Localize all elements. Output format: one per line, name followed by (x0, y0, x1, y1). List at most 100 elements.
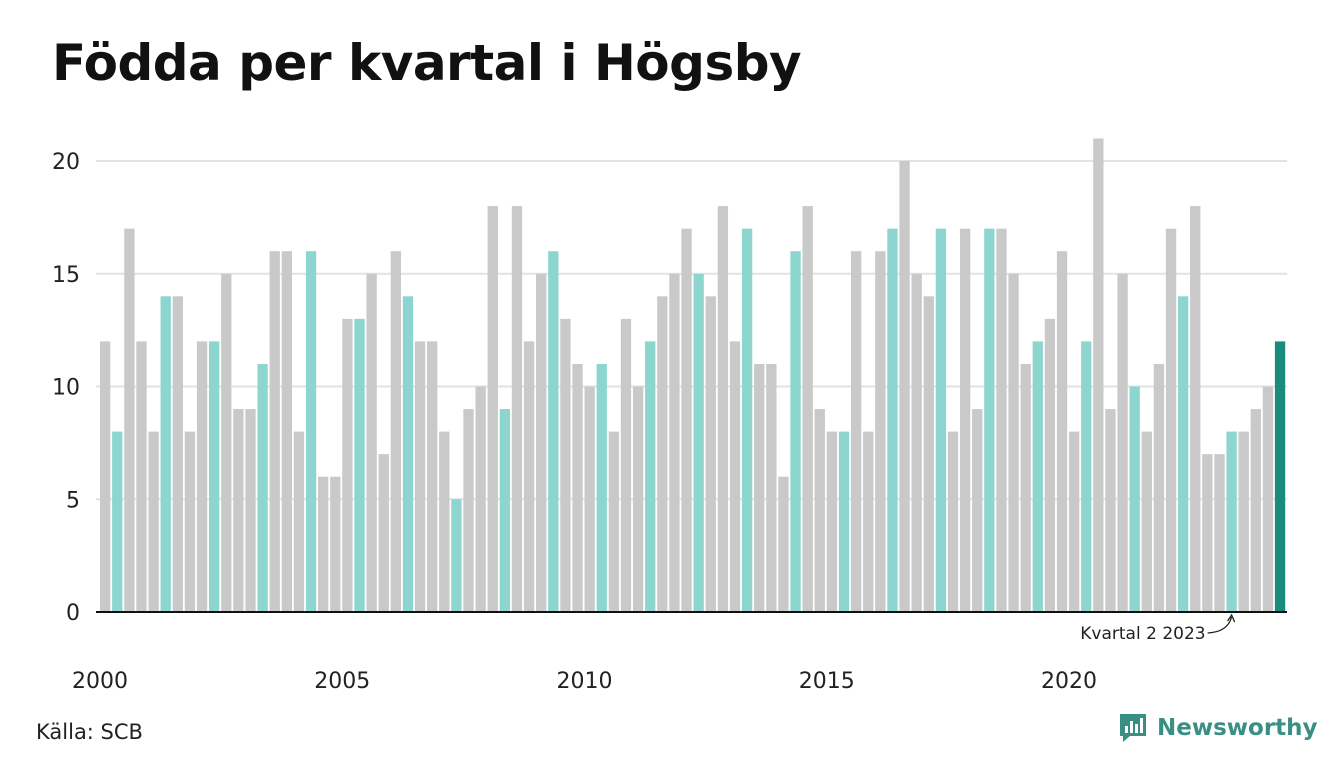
bar (439, 431, 450, 612)
bars (100, 138, 1286, 612)
bar (1250, 409, 1261, 612)
bar (1262, 386, 1274, 612)
bar (487, 206, 498, 612)
bar (657, 296, 668, 612)
bar (196, 341, 208, 612)
bar (1081, 341, 1092, 612)
bar (620, 318, 632, 612)
bar (305, 251, 317, 612)
bar (560, 318, 571, 612)
bar (608, 431, 620, 612)
bar (1093, 138, 1104, 612)
axes: 0 5 10 15 20 2000 2005 2010 2015 2020 (52, 150, 1287, 694)
bar (972, 409, 983, 612)
bar (354, 318, 365, 612)
bar (717, 206, 729, 612)
bar (899, 161, 910, 612)
bar (548, 251, 559, 612)
bar (814, 409, 825, 612)
bar (681, 228, 692, 612)
bar (112, 431, 123, 612)
y-tick-label: 10 (52, 376, 80, 401)
bar (1032, 341, 1043, 612)
bar (427, 341, 438, 612)
bar (1274, 341, 1286, 612)
bar (959, 228, 971, 612)
bar (850, 251, 862, 612)
bar (1202, 454, 1213, 612)
annotation-label: Kvartal 2 2023 (1080, 624, 1205, 644)
y-tick-label: 0 (66, 601, 80, 626)
bar (984, 228, 995, 612)
bar (935, 228, 947, 612)
bar (863, 431, 874, 612)
x-tick-label: 2000 (72, 669, 128, 694)
bar (536, 273, 547, 612)
bar (148, 431, 159, 612)
bar (318, 476, 329, 612)
y-tick-label: 5 (66, 488, 80, 513)
bar (729, 341, 741, 612)
bar (802, 206, 813, 612)
bar (1177, 296, 1189, 612)
bar (1117, 273, 1128, 612)
bar (233, 409, 244, 612)
bar (596, 363, 607, 612)
bar (1020, 363, 1031, 612)
bar (838, 431, 850, 612)
bar (778, 476, 789, 612)
brand: Newsworthy (1117, 712, 1318, 744)
newsworthy-logo-icon (1120, 714, 1146, 742)
chart-title: Födda per kvartal i Högsby (52, 34, 802, 92)
bar (790, 251, 801, 612)
bar (511, 206, 523, 612)
bar (451, 499, 462, 612)
bar (221, 273, 232, 612)
bar (245, 409, 256, 612)
source-label: Källa: SCB (36, 720, 143, 744)
bar (269, 251, 280, 612)
bar (330, 476, 341, 612)
bar (1238, 431, 1249, 612)
bar (996, 228, 1007, 612)
bar (669, 273, 680, 612)
bar-chart: 0 5 10 15 20 2000 2005 2010 2015 2020 Kvartal 2 2… (52, 138, 1287, 694)
bar (1214, 454, 1225, 612)
x-tick-label: 2005 (314, 669, 370, 694)
bar (1068, 431, 1080, 612)
bar (100, 341, 111, 612)
bar (414, 341, 426, 612)
bar (136, 341, 147, 612)
bar (257, 363, 268, 612)
bar (1056, 251, 1068, 612)
bar (741, 228, 753, 612)
x-tick-label: 2010 (556, 669, 612, 694)
bar (1008, 273, 1019, 612)
bar (293, 431, 305, 612)
bar (584, 386, 595, 612)
bar (632, 386, 644, 612)
annotation: Kvartal 2 2023 (1080, 613, 1236, 644)
bar (1153, 363, 1165, 612)
bar (1129, 386, 1140, 612)
brand-name: Newsworthy (1157, 715, 1318, 741)
bar (923, 296, 934, 612)
bar (947, 431, 959, 612)
bar (645, 341, 656, 612)
bar (1165, 228, 1177, 612)
annotation-arrowhead (1227, 613, 1236, 623)
x-tick-label: 2015 (799, 669, 855, 694)
bar (1226, 431, 1237, 612)
bar (754, 363, 765, 612)
bar (693, 273, 704, 612)
bar (209, 341, 220, 612)
bar (160, 296, 171, 612)
bar (875, 251, 886, 612)
bar (1044, 318, 1056, 612)
y-tick-label: 20 (52, 150, 80, 175)
bar (499, 409, 511, 612)
bar (402, 296, 414, 612)
bar (463, 409, 474, 612)
bar (1105, 409, 1116, 612)
bar (911, 273, 922, 612)
